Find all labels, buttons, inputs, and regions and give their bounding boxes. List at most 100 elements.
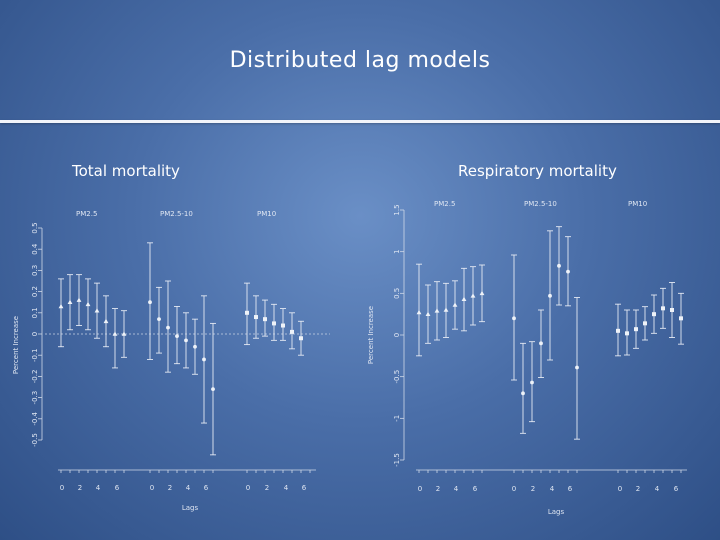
data-point	[452, 302, 458, 307]
data-point	[184, 338, 188, 343]
x-tick-label: 4	[96, 484, 101, 492]
data-point	[443, 307, 449, 312]
x-tick-label: 0	[618, 485, 622, 493]
data-point	[461, 296, 467, 301]
x-tick-label: 4	[655, 485, 660, 493]
data-point	[103, 318, 109, 324]
data-point	[652, 312, 656, 317]
y-tick-label: -0.5	[393, 370, 401, 384]
data-point	[157, 317, 161, 322]
x-tick-label: 2	[168, 484, 172, 492]
data-point	[470, 293, 476, 298]
data-point	[254, 315, 258, 320]
data-point	[76, 297, 82, 302]
data-point	[290, 329, 294, 334]
y-tick-label: -0.4	[31, 411, 39, 425]
data-point	[616, 328, 620, 333]
y-tick-label: 0.3	[31, 265, 39, 276]
panel-title-respiratory: Respiratory mortality	[458, 162, 617, 180]
data-point	[263, 317, 267, 322]
x-tick-label: 2	[265, 484, 269, 492]
data-point	[112, 331, 118, 336]
data-point	[548, 293, 552, 298]
y-tick-label: 0.5	[31, 222, 39, 233]
x-tick-label: 6	[568, 485, 573, 493]
x-tick-label: 4	[284, 484, 289, 492]
y-tick-label: -0.1	[31, 348, 39, 362]
x-axis-label: Lags	[548, 508, 565, 516]
data-point	[94, 308, 100, 313]
x-axis-label: Lags	[182, 504, 199, 512]
data-point	[521, 391, 525, 396]
data-point	[634, 327, 638, 332]
y-tick-label: 0.2	[31, 286, 39, 297]
y-tick-label: -0.3	[31, 391, 39, 405]
data-point	[148, 300, 152, 305]
data-point	[434, 308, 440, 313]
y-tick-label: -0.2	[31, 370, 39, 384]
data-point	[272, 321, 276, 326]
x-tick-label: 0	[150, 484, 154, 492]
data-point	[299, 336, 303, 341]
y-tick-label: 1.5	[393, 204, 401, 215]
group-label: PM2.5	[434, 200, 455, 208]
data-point	[281, 323, 285, 328]
data-point	[679, 316, 683, 321]
data-point	[67, 299, 73, 304]
title-divider	[0, 120, 720, 123]
x-tick-label: 2	[531, 485, 535, 493]
data-point	[166, 325, 170, 330]
x-tick-label: 4	[550, 485, 555, 493]
data-point	[58, 303, 64, 309]
x-tick-label: 2	[436, 485, 440, 493]
data-point	[670, 308, 674, 312]
y-tick-label: -1	[393, 415, 401, 422]
data-point	[557, 263, 561, 268]
y-tick-label: 0.4	[31, 243, 39, 255]
data-point	[245, 310, 249, 315]
y-tick-label: 1	[393, 249, 401, 253]
data-point	[661, 306, 665, 311]
data-point	[575, 365, 579, 370]
panel-title-total: Total mortality	[72, 162, 180, 180]
data-point	[416, 309, 422, 315]
group-label: PM2.5	[76, 210, 97, 218]
data-point	[566, 269, 570, 274]
x-tick-label: 4	[454, 485, 459, 493]
data-point	[530, 380, 534, 385]
group-label: PM2.5-10	[160, 210, 193, 218]
x-tick-label: 6	[473, 485, 478, 493]
x-tick-label: 0	[512, 485, 516, 493]
group-label: PM10	[257, 210, 276, 218]
y-tick-label: 0.5	[393, 288, 401, 299]
data-point	[202, 357, 206, 362]
x-tick-label: 6	[674, 485, 679, 493]
y-axis-label: Percent Increase	[367, 306, 375, 364]
x-tick-label: 0	[60, 484, 64, 492]
x-tick-label: 6	[302, 484, 307, 492]
x-tick-label: 6	[204, 484, 209, 492]
data-point	[211, 387, 215, 392]
y-tick-label: -0.5	[31, 433, 39, 447]
data-point	[479, 290, 485, 296]
data-point	[175, 334, 179, 339]
data-point	[643, 321, 647, 326]
data-point	[425, 311, 431, 316]
y-tick-label: 0	[31, 332, 39, 336]
y-tick-label: -1.5	[393, 453, 401, 467]
y-axis-label: Percent Increase	[12, 316, 20, 374]
x-tick-label: 0	[246, 484, 250, 492]
data-point	[193, 344, 197, 349]
data-point	[121, 331, 127, 336]
y-tick-label: 0.1	[31, 307, 39, 318]
x-tick-label: 2	[636, 485, 640, 493]
x-tick-label: 2	[78, 484, 82, 492]
group-label: PM2.5-10	[524, 200, 557, 208]
x-tick-label: 6	[115, 484, 120, 492]
group-label: PM10	[628, 200, 647, 208]
data-point	[512, 316, 516, 321]
slide-title: Distributed lag models	[229, 48, 491, 73]
data-point	[625, 331, 629, 336]
x-tick-label: 4	[186, 484, 191, 492]
